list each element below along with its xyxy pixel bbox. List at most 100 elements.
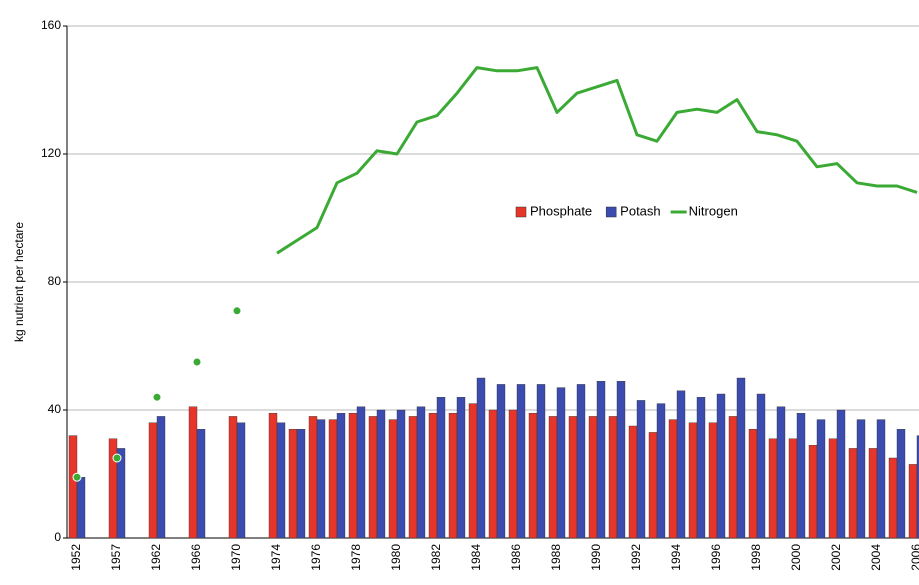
x-tick-label: 1974 xyxy=(269,544,283,571)
x-tick-label: 1978 xyxy=(349,544,363,571)
bar xyxy=(308,416,318,539)
bar xyxy=(628,425,638,539)
x-tick-label: 1990 xyxy=(589,544,603,571)
x-tick-label: 1976 xyxy=(309,544,323,571)
x-tick-label: 1982 xyxy=(429,544,443,571)
x-tick-label: 1962 xyxy=(149,544,163,571)
bar xyxy=(428,413,438,539)
bar xyxy=(416,406,426,539)
bar xyxy=(516,384,526,539)
x-tick-label: 1986 xyxy=(509,544,523,571)
bar xyxy=(156,416,166,539)
bar xyxy=(808,445,818,539)
x-tick-label: 1957 xyxy=(109,544,123,571)
bar xyxy=(776,406,786,539)
bar xyxy=(588,416,598,539)
bar xyxy=(816,419,826,539)
bar xyxy=(868,448,878,539)
line xyxy=(276,66,918,255)
line-point xyxy=(112,453,122,463)
bar xyxy=(236,422,246,539)
x-tick-label: 2004 xyxy=(869,544,883,571)
x-tick-label: 1988 xyxy=(549,544,563,571)
bar xyxy=(528,413,538,539)
x-tick-label: 1996 xyxy=(709,544,723,571)
x-tick-label: 2000 xyxy=(789,544,803,571)
bar xyxy=(828,438,838,539)
bar xyxy=(296,429,306,539)
bar xyxy=(188,406,198,539)
x-tick-label: 1984 xyxy=(469,544,483,571)
legend-label: Phosphate xyxy=(530,203,592,218)
bar xyxy=(876,419,886,539)
line-point xyxy=(152,392,162,402)
y-tick-label: 80 xyxy=(48,274,62,288)
x-tick-label: 2002 xyxy=(829,544,843,571)
bar xyxy=(496,384,506,539)
bar xyxy=(696,397,706,539)
bar xyxy=(908,464,918,539)
line-point xyxy=(72,472,82,482)
bar xyxy=(636,400,646,539)
bar xyxy=(736,377,746,539)
bar xyxy=(888,457,898,539)
bar xyxy=(268,413,278,539)
y-tick-label: 120 xyxy=(41,146,61,160)
bar xyxy=(796,413,806,539)
bar xyxy=(556,387,566,539)
bar xyxy=(456,397,466,539)
bar xyxy=(648,432,658,539)
line-point xyxy=(192,357,202,367)
bar xyxy=(768,438,778,539)
bar xyxy=(596,381,606,539)
bar xyxy=(488,409,498,539)
bar xyxy=(716,393,726,539)
bar xyxy=(748,429,758,539)
bar xyxy=(196,429,206,539)
bar xyxy=(728,416,738,539)
bar xyxy=(388,419,398,539)
bar xyxy=(76,477,86,539)
x-tick-label: 1970 xyxy=(229,544,243,571)
bar xyxy=(356,406,366,539)
bar xyxy=(756,393,766,539)
bar xyxy=(548,416,558,539)
legend-label: Potash xyxy=(620,203,660,218)
bar xyxy=(448,413,458,539)
bar xyxy=(788,438,798,539)
bar xyxy=(576,384,586,539)
y-tick-label: 160 xyxy=(41,18,61,32)
bar xyxy=(848,448,858,539)
bar xyxy=(668,419,678,539)
bar xyxy=(688,422,698,539)
bar xyxy=(708,422,718,539)
y-axis-label: kg nutrient per hectare xyxy=(12,222,26,342)
x-tick-label: 1966 xyxy=(189,544,203,571)
x-tick-label: 1992 xyxy=(629,544,643,571)
bar xyxy=(436,397,446,539)
x-tick-label: 1994 xyxy=(669,544,683,571)
bar xyxy=(676,390,686,539)
bar xyxy=(608,416,618,539)
x-tick-label: 1998 xyxy=(749,544,763,571)
y-tick-label: 0 xyxy=(54,530,61,544)
x-tick-label: 1980 xyxy=(389,544,403,571)
x-tick-label: 2006 xyxy=(909,544,919,571)
bar xyxy=(836,409,846,539)
bar xyxy=(116,448,126,539)
bar xyxy=(276,422,286,539)
bar xyxy=(568,416,578,539)
bar xyxy=(896,429,906,539)
bar xyxy=(368,416,378,539)
line-point xyxy=(232,306,242,316)
y-tick-label: 40 xyxy=(48,402,62,416)
legend-swatch xyxy=(605,206,617,218)
bar xyxy=(408,416,418,539)
bar xyxy=(616,381,626,539)
bar xyxy=(228,416,238,539)
bar xyxy=(536,384,546,539)
bar xyxy=(348,413,358,539)
bar xyxy=(288,429,298,539)
bar xyxy=(148,422,158,539)
